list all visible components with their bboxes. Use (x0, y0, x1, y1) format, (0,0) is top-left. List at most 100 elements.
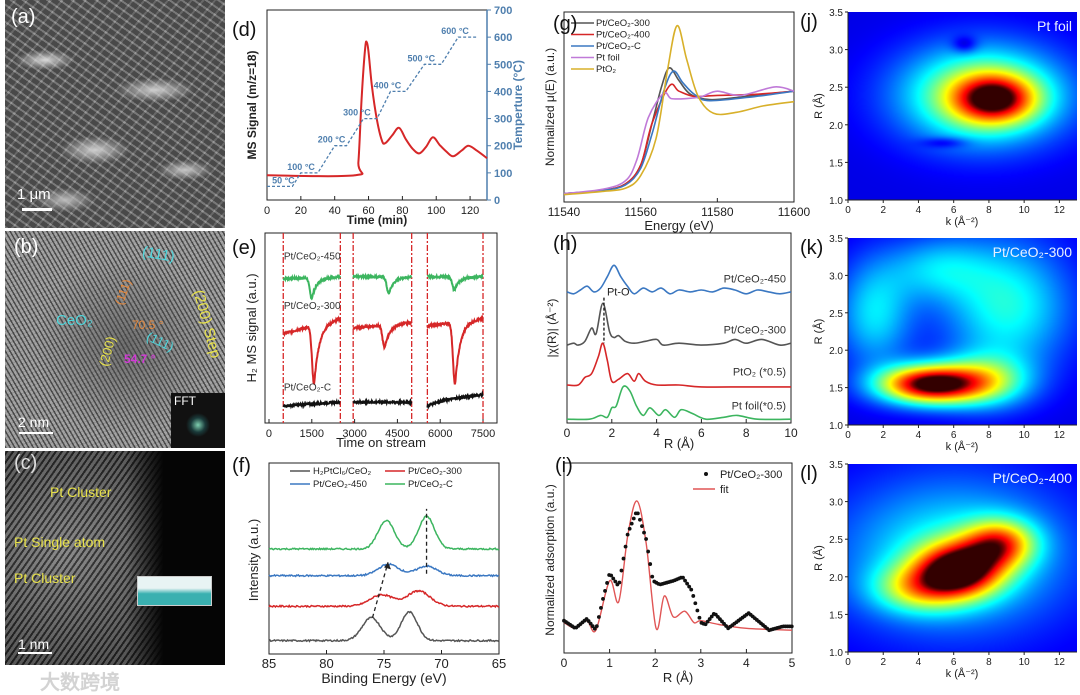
temperature-label: 500 °C (407, 53, 435, 63)
data-point (640, 524, 644, 529)
data-point (736, 618, 741, 623)
shift-arrow (371, 562, 389, 618)
data-point (656, 581, 661, 586)
x-tick-label: 20 (295, 205, 307, 217)
data-point (566, 621, 571, 626)
series-line (563, 67, 795, 195)
temperature-label: 600 °C (441, 26, 469, 36)
chart-d-tpd: 0 20 40 60 80 100 120 0 100 200 300 400 500 600 700 50 … (232, 5, 525, 227)
data-point (716, 615, 720, 619)
data-point (691, 594, 696, 598)
legend-label: Pt/CeO₂-C (596, 41, 641, 52)
data-point (697, 615, 702, 620)
data-point (759, 621, 763, 626)
panel-label: (j) (800, 11, 818, 33)
x-tick-label: 0 (564, 426, 571, 440)
y-tick-label: 2.0 (829, 121, 843, 132)
x-tick-label: 85 (262, 656, 276, 671)
fft-label: FFT (174, 394, 196, 408)
legend-label: Pt/CeO₂-400 (596, 30, 650, 41)
series-label: PtO₂ (*0.5) (733, 367, 786, 379)
x-tick-label: 65 (492, 656, 506, 671)
ms-signal-line (266, 40, 488, 178)
label-pt-cluster-2: Pt Cluster (14, 570, 76, 586)
data-point (599, 606, 603, 610)
series-line (563, 70, 795, 195)
intensity-profile-inset (137, 576, 212, 606)
y2-tick-label: 0 (494, 195, 500, 207)
series-line (268, 515, 500, 551)
data-point (615, 582, 620, 587)
data-point (601, 597, 605, 601)
y-axis-label: |χ(R)| (Å⁻²) (544, 299, 559, 358)
data-point (562, 618, 566, 623)
series-line (566, 385, 792, 421)
x-tick-label: 0 (845, 657, 851, 668)
legend-label: Pt foil (596, 53, 620, 64)
y2-tick-label: 700 (494, 5, 512, 17)
legend-label: Pt/CeO₂-300 (720, 469, 782, 481)
pt-o-label: Pt-O (607, 287, 630, 299)
data-point (683, 578, 687, 583)
data-point (664, 580, 669, 585)
series-line (566, 342, 791, 388)
y2-tick-label: 200 (494, 141, 512, 153)
data-point (763, 624, 767, 629)
legend-label: PtO₂ (596, 64, 616, 75)
x-tick-label: 10 (784, 426, 798, 440)
chart-g-xanes: 11540 11560 11580 11600 Pt/CeO₂-300Pt/CeO₂-4… (543, 11, 811, 233)
temperature-label: 300 °C (343, 108, 371, 118)
panel-label: (d) (232, 19, 256, 41)
scale-bar-c (18, 652, 52, 654)
y-axis-label: MS Signal (m/z=18) (245, 50, 259, 159)
y-tick-label: 1.0 (829, 648, 843, 659)
y-tick-label: 1.5 (829, 384, 843, 395)
y2-tick-label: 500 (494, 59, 512, 71)
x-tick-label: 4 (653, 426, 660, 440)
series-line (426, 272, 484, 293)
panel-label: (h) (553, 233, 577, 255)
x-tick-label: 8 (743, 426, 750, 440)
data-point (611, 576, 616, 581)
data-point (689, 587, 694, 592)
y2-tick-label: 100 (494, 168, 512, 180)
data-point (750, 614, 755, 619)
data-point (658, 582, 663, 587)
data-point (722, 621, 726, 626)
panel-label-c: (c) (14, 452, 38, 474)
y-tick-label: 3.5 (829, 8, 843, 19)
data-point (785, 624, 790, 629)
x-tick-label: 11540 (548, 205, 581, 219)
y-axis-label: H₂ MS signal (a.u.) (244, 273, 259, 382)
heatmap-pt-foil (848, 12, 1077, 200)
x-tick-label: 80 (319, 656, 333, 671)
legend-label: H₂PtCl₆/CeO₂ (313, 466, 371, 477)
series-line (352, 318, 413, 351)
data-point (596, 615, 601, 619)
x-tick-label: 6000 (428, 428, 452, 440)
data-point (765, 626, 770, 631)
x-tick-label: 8 (986, 657, 992, 668)
panel-label: (g) (553, 13, 577, 35)
data-point (720, 619, 724, 624)
data-point (742, 614, 747, 619)
y-tick-label: 1.5 (829, 610, 843, 621)
data-point (674, 577, 679, 582)
panel-label: (k) (800, 237, 823, 259)
y-tick-label: 2.5 (829, 535, 843, 546)
watermark: 大数跨境 (40, 672, 120, 694)
data-point (705, 619, 710, 624)
data-point (709, 614, 714, 619)
y2-tick-label: 400 (494, 86, 512, 98)
x-tick-label: 0 (266, 428, 272, 440)
series-line (563, 86, 795, 195)
series-label: Pt/CeO₂-300 (724, 325, 786, 337)
x-tick-label: 4500 (385, 428, 409, 440)
x-tick-label: 70 (434, 656, 448, 671)
y-axis-label: Normalized adsorption (a.u.) (543, 484, 557, 635)
data-point (586, 619, 591, 623)
x-tick-label: 4 (916, 430, 922, 441)
legend-label: Pt/CeO₂-300 (596, 18, 650, 29)
data-point (594, 624, 599, 629)
haadf-image-c (5, 451, 225, 665)
